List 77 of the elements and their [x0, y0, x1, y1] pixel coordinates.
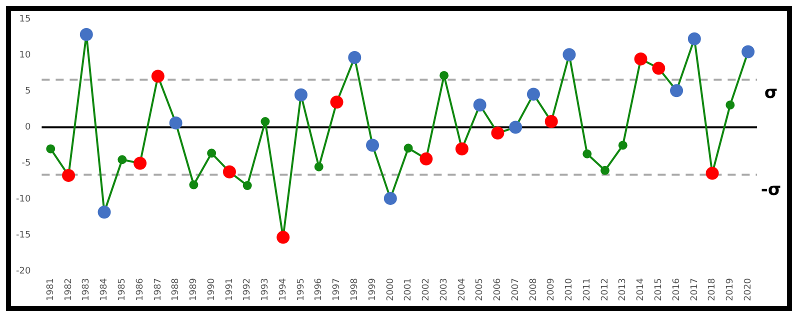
- x-tick-label: 2000: [386, 278, 396, 301]
- x-tick-label: 2007: [510, 278, 521, 301]
- point: [473, 98, 486, 112]
- x-tick-label: 1994: [278, 278, 288, 301]
- x-tick-label: 2020: [743, 278, 754, 301]
- x-tick-label: 2006: [493, 278, 504, 301]
- point: [366, 138, 380, 152]
- x-tick-label: 1997: [332, 278, 342, 301]
- ref-line-label: σ: [764, 83, 778, 104]
- x-tick-label: 1992: [242, 278, 253, 301]
- point: [294, 88, 308, 102]
- point: [634, 52, 648, 66]
- x-tick-label: 1991: [224, 278, 235, 301]
- y-tick-label: -5: [22, 158, 31, 169]
- point: [134, 156, 147, 170]
- x-tick-label: 2016: [672, 278, 682, 301]
- x-tick-label: 1995: [296, 278, 306, 301]
- x-tick-label: 2018: [708, 278, 718, 301]
- x-tick-label: 2003: [439, 278, 450, 301]
- x-tick-label: 1986: [135, 278, 146, 301]
- x-tick-label: 2015: [654, 278, 664, 301]
- x-tick-label: 2014: [636, 278, 646, 301]
- y-tick-label: 10: [19, 50, 31, 61]
- point: [544, 115, 558, 128]
- y-tick-label: 5: [24, 86, 31, 97]
- point: [384, 192, 397, 205]
- x-tick-label: 2012: [600, 278, 610, 301]
- point: [330, 96, 344, 109]
- x-tick-label: 2005: [475, 278, 486, 301]
- point: [98, 206, 111, 219]
- x-tick-label: 2010: [564, 278, 575, 301]
- point: [652, 62, 666, 75]
- x-tick-label: 1993: [260, 278, 271, 301]
- point: [276, 230, 290, 244]
- x-tick-label: 2013: [618, 278, 628, 301]
- x-tick-label: 1988: [171, 278, 182, 301]
- point: [742, 45, 755, 58]
- point: [491, 126, 504, 140]
- point: [222, 165, 236, 178]
- x-tick-label: 1982: [64, 278, 74, 301]
- x-tick-label: 2009: [546, 278, 557, 301]
- x-tick-label: 1990: [206, 278, 217, 301]
- point: [62, 168, 76, 182]
- point: [688, 32, 701, 46]
- x-tick-label: 2011: [582, 278, 592, 301]
- x-tick-label: 1985: [118, 278, 128, 301]
- x-tick-label: 2017: [690, 278, 700, 301]
- x-tick-label: 2002: [422, 278, 432, 301]
- point: [151, 70, 164, 83]
- y-tick-label: -10: [16, 194, 31, 205]
- ref-line-label: -σ: [760, 180, 782, 200]
- point: [420, 152, 433, 166]
- point: [670, 84, 684, 98]
- y-tick-label: -20: [16, 266, 31, 276]
- x-tick-label: 1999: [368, 278, 378, 301]
- x-tick-label: 2019: [726, 278, 736, 301]
- point: [80, 28, 93, 41]
- point: [562, 48, 576, 62]
- y-tick-label: -15: [16, 230, 31, 240]
- x-tick-label: 1984: [100, 278, 110, 301]
- x-tick-label: 1996: [314, 278, 324, 301]
- x-tick-label: 2001: [404, 278, 414, 301]
- point: [169, 116, 182, 130]
- x-tick-label: 2008: [528, 278, 539, 301]
- y-tick-label: 0: [24, 122, 31, 133]
- x-tick-label: 1983: [82, 278, 92, 301]
- x-tick-label: 2004: [457, 278, 468, 301]
- point: [455, 142, 468, 156]
- point: [509, 120, 522, 134]
- x-tick-label: 1989: [189, 278, 200, 301]
- point: [348, 51, 362, 64]
- x-tick-label: 1987: [153, 278, 164, 301]
- x-tick-label: 1981: [46, 278, 56, 301]
- x-tick-label: 1998: [350, 278, 360, 301]
- point: [706, 166, 719, 180]
- y-tick-label: 15: [19, 14, 31, 25]
- point: [526, 88, 540, 101]
